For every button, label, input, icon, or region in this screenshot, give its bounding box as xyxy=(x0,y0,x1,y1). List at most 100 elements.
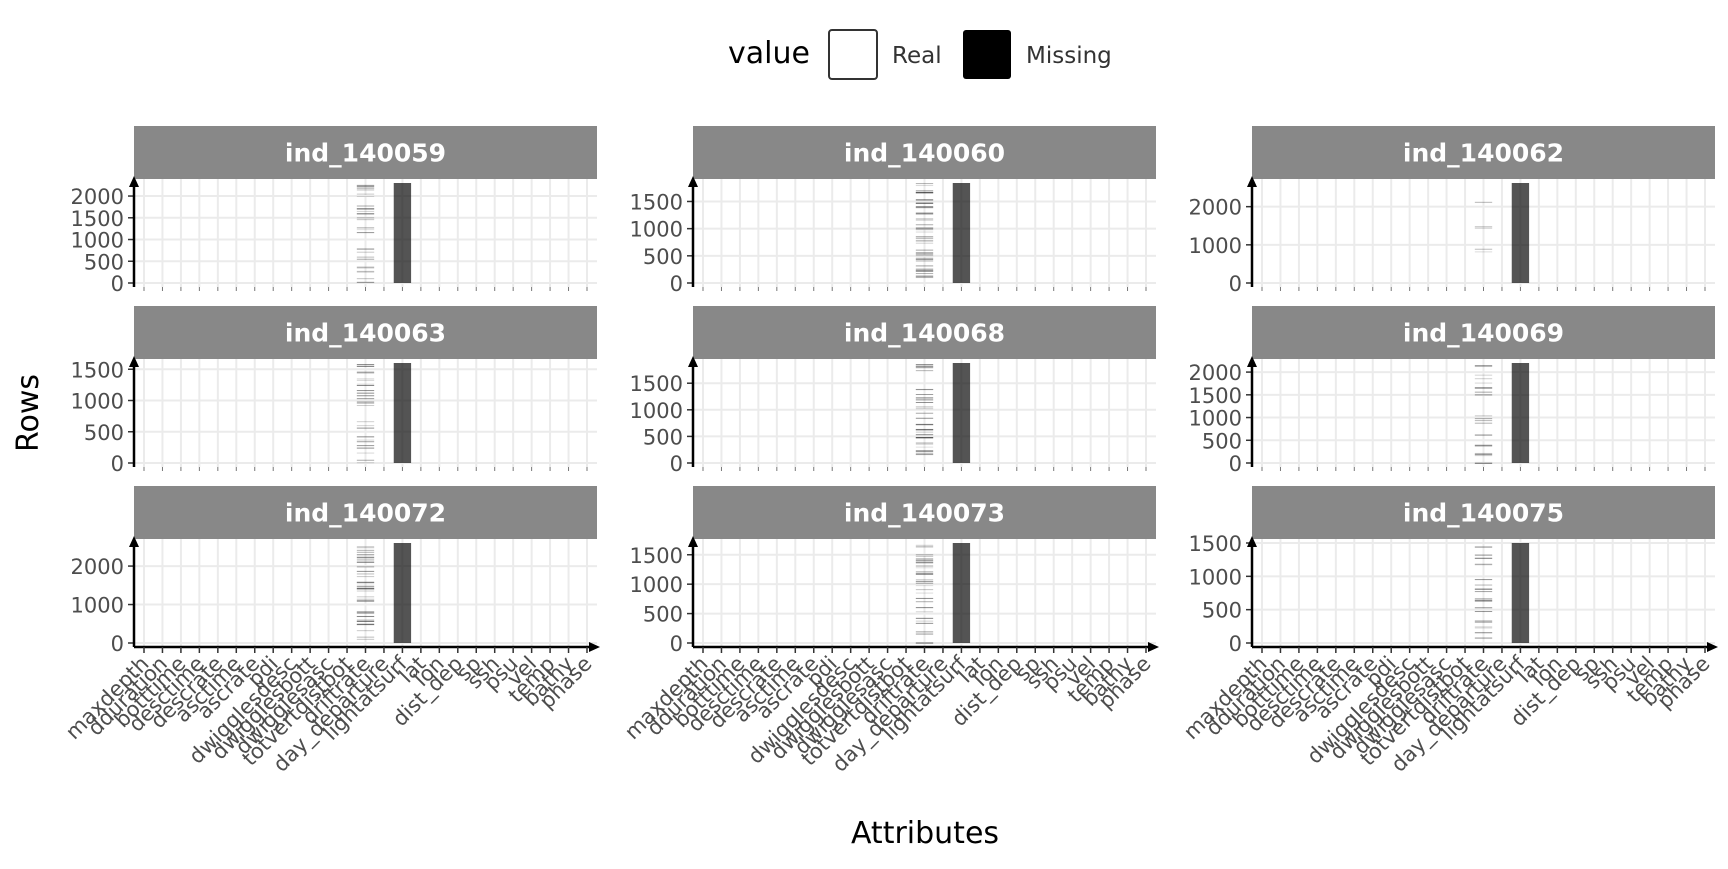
y-tick-label: 500 xyxy=(1202,599,1242,623)
missing-cell-sparse xyxy=(356,590,375,592)
missing-cell-sparse xyxy=(356,570,375,572)
missing-cell-sparse xyxy=(915,367,934,369)
missing-cell-sparse xyxy=(356,582,375,584)
missing-cell-sparse xyxy=(356,371,375,373)
missing-cell-sparse xyxy=(1474,588,1493,590)
facet-title: ind_140059 xyxy=(285,139,446,168)
missing-cell-sparse xyxy=(915,429,934,431)
missing-cell-sparse xyxy=(356,219,375,221)
missing-cell-sparse xyxy=(915,185,934,187)
missing-cell-sparse xyxy=(915,227,934,229)
missing-cell-sparse xyxy=(915,240,934,242)
missing-cell-sparse xyxy=(356,364,375,366)
missing-cell-sparse xyxy=(356,270,375,272)
missing-cell-sparse xyxy=(1474,365,1493,367)
missing-cell-sparse xyxy=(356,616,375,618)
y-tick-label: 500 xyxy=(84,421,124,445)
missing-cell-sparse xyxy=(915,437,934,439)
missing-cell-sparse xyxy=(1474,387,1493,389)
missing-cell-sparse xyxy=(1474,415,1493,417)
missing-cell-sparse xyxy=(356,588,375,590)
missing-cell-sparse xyxy=(915,406,934,408)
missing-cell-sparse xyxy=(356,462,375,464)
missing-cell-sparse xyxy=(356,379,375,381)
y-tick-label: 0 xyxy=(111,272,124,296)
y-tick-label: 1000 xyxy=(1189,234,1242,258)
missing-cell-sparse xyxy=(915,572,934,574)
missing-cell-sparse xyxy=(356,186,375,188)
missing-cell-sparse xyxy=(356,248,375,250)
missing-cell-sparse xyxy=(915,255,934,257)
missing-cell-sparse xyxy=(356,447,375,449)
missing-cell-sparse xyxy=(915,417,934,419)
missing-cell-sparse xyxy=(915,192,934,194)
missing-cell-sparse xyxy=(356,188,375,190)
y-tick-label: 1500 xyxy=(630,190,683,214)
y-tick-label: 1000 xyxy=(630,399,683,423)
facet-title: ind_140073 xyxy=(844,499,1005,528)
missing-cell-sparse xyxy=(915,642,934,644)
missing-cell-sparse xyxy=(356,271,375,273)
facet-strip xyxy=(134,306,597,359)
missing-cell-sparse xyxy=(356,600,375,602)
missing-cell-sparse xyxy=(1474,607,1493,609)
missing-cell-sparse xyxy=(356,421,375,423)
missing-cell-sparse xyxy=(915,428,934,430)
y-tick-label: 2000 xyxy=(1189,361,1242,385)
facet-title: ind_140063 xyxy=(285,319,446,348)
missing-cell-sparse xyxy=(1474,563,1493,565)
missing-cell-sparse xyxy=(915,607,934,609)
missing-cell-sparse xyxy=(356,611,375,613)
y-axis-arrow xyxy=(1247,536,1257,547)
missing-cell-sparse xyxy=(915,192,934,194)
missing-cell-sparse xyxy=(1474,227,1493,229)
y-tick-label: 1500 xyxy=(1189,384,1242,408)
missing-cell-sparse xyxy=(356,184,375,186)
facet-strip xyxy=(1252,306,1715,359)
missing-cell-sparse xyxy=(356,436,375,438)
missing-cell-sparse xyxy=(356,383,375,385)
y-axis-arrow xyxy=(688,356,698,367)
missing-cell-sparse xyxy=(1474,611,1493,613)
missing-cell-sparse xyxy=(915,453,934,455)
missing-cell-sparse xyxy=(1474,248,1493,250)
missing-cell-sparse xyxy=(356,227,375,229)
missing-cell-sparse xyxy=(356,402,375,404)
y-axis-arrow xyxy=(129,356,139,367)
missing-cell-sparse xyxy=(915,268,934,270)
missing-cell-sparse xyxy=(356,584,375,586)
missing-cell-sparse xyxy=(915,183,934,185)
missing-cell-sparse xyxy=(915,408,934,410)
missing-cell-sparse xyxy=(356,636,375,638)
missing-cell-sparse xyxy=(915,554,934,556)
missing-cell-sparse xyxy=(915,202,934,204)
facet-strip xyxy=(1252,126,1715,179)
missing-cell-sparse xyxy=(1474,444,1493,446)
missing-cell-sparse xyxy=(1474,588,1493,590)
missing-cell-sparse xyxy=(915,218,934,220)
missing-cell-sparse xyxy=(356,596,375,598)
missing-cell-sparse xyxy=(915,265,934,267)
legend-swatch-missing xyxy=(963,30,1011,79)
missing-cell-sparse xyxy=(1474,599,1493,601)
y-axis-arrow xyxy=(1247,356,1257,367)
missing-cell-sparse xyxy=(915,207,934,209)
missing-cell-sparse xyxy=(356,445,375,447)
missing-cell-sparse xyxy=(915,260,934,262)
missing-cell-sparse xyxy=(356,447,375,449)
missing-cell-sparse xyxy=(915,442,934,444)
y-tick-label: 0 xyxy=(111,452,124,476)
y-axis-arrow xyxy=(129,176,139,187)
facet-panel: ind_140072010002000maxdepthddurationbott… xyxy=(61,486,600,777)
missing-cell-sparse xyxy=(915,192,934,194)
missing-cell-sparse xyxy=(356,184,375,186)
y-tick-label: 1000 xyxy=(71,594,124,618)
missing-cell-sparse xyxy=(1474,226,1493,228)
missing-cell-sparse xyxy=(356,390,375,392)
missing-bar xyxy=(952,183,971,283)
missing-cell-sparse xyxy=(915,560,934,562)
missing-cell-sparse xyxy=(915,562,934,564)
missing-cell-sparse xyxy=(915,558,934,560)
missing-bar xyxy=(393,543,412,643)
missing-cell-sparse xyxy=(356,620,375,622)
